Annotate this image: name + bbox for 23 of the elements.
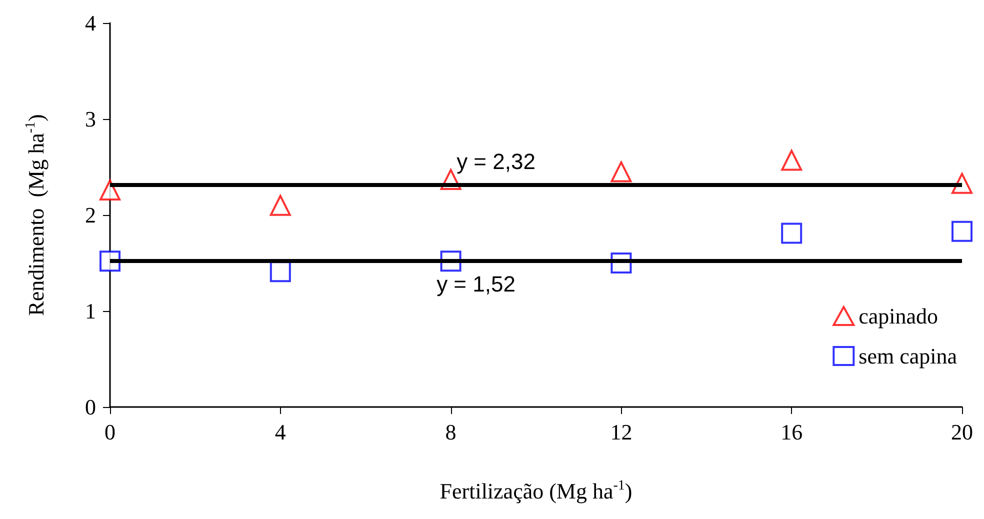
y-tick-label: 2	[85, 202, 96, 228]
legend-label: sem capina	[858, 344, 958, 368]
point	[100, 180, 120, 201]
point	[270, 261, 291, 282]
y-tick-label: 3	[85, 106, 96, 132]
ref-line-label: y = 2,32	[456, 148, 536, 174]
x-tick-label: 4	[274, 420, 286, 444]
x-tick-label: 12	[610, 420, 632, 444]
point	[781, 222, 802, 244]
x-tick-label: 16	[780, 420, 803, 444]
point	[952, 220, 972, 242]
legend-label: capinado	[858, 304, 938, 328]
y-axis-title: Rendimento (Mg ha-1)	[24, 114, 48, 316]
y-tick-label: 1	[85, 298, 96, 324]
point	[610, 161, 632, 182]
x-tick-label: 20	[951, 420, 973, 444]
y-tick-label: 4	[85, 10, 96, 36]
x-tick-label: 0	[104, 420, 116, 444]
x-tick-label: 8	[445, 420, 456, 444]
point	[781, 150, 802, 171]
point	[270, 194, 291, 216]
y-tick-label: 0	[85, 394, 96, 420]
ref-line-label: y = 1,52	[436, 272, 516, 297]
